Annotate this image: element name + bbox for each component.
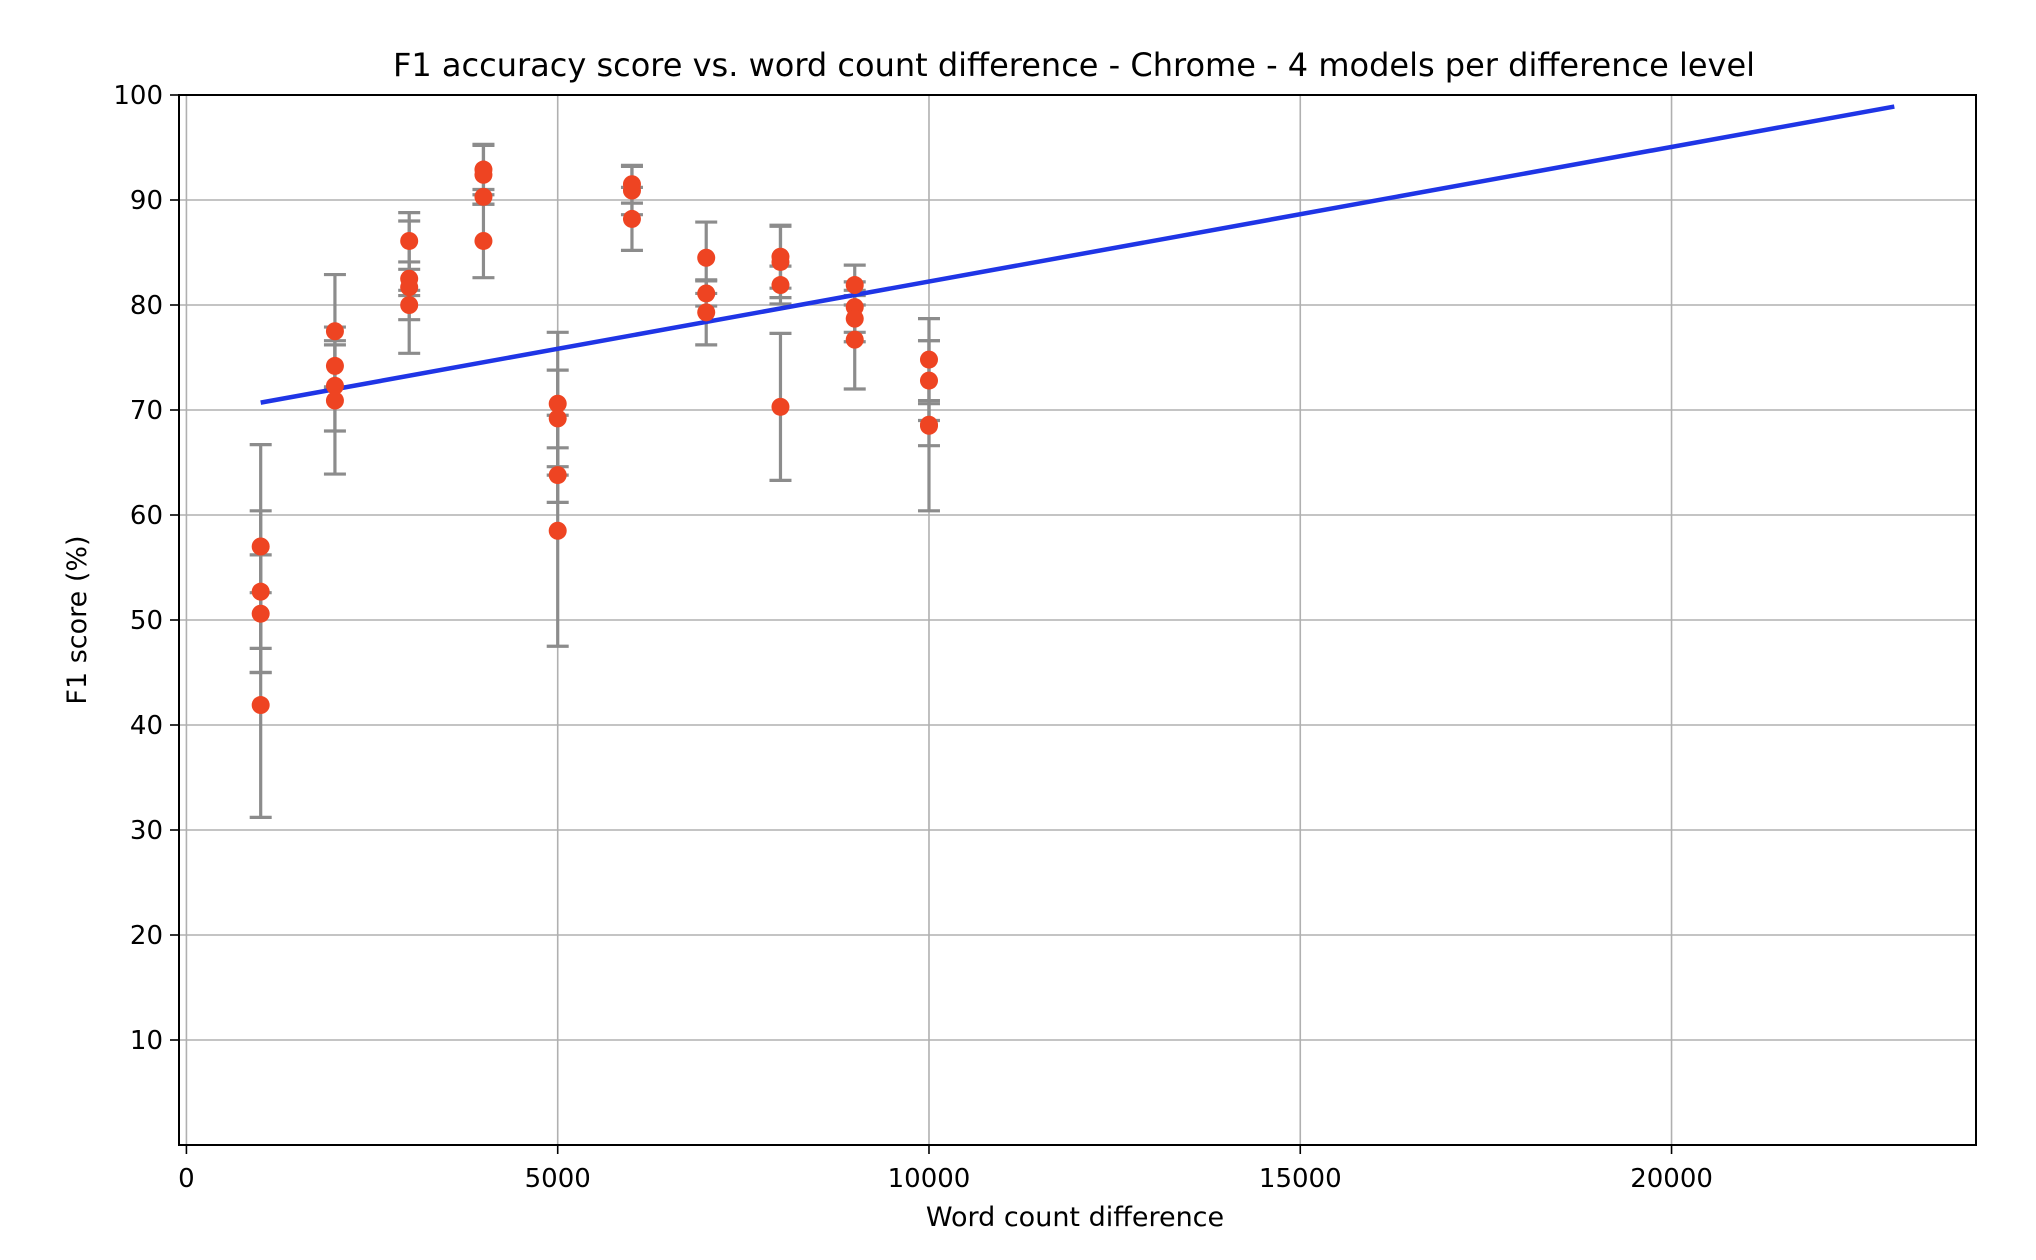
data-point: [548, 394, 567, 413]
data-point: [845, 276, 864, 295]
data-point: [474, 187, 493, 206]
data-point: [919, 415, 938, 434]
data-point: [771, 252, 790, 271]
trendline: [260, 104, 1895, 405]
data-point: [325, 356, 344, 375]
data-point: [622, 209, 641, 228]
y-tick-label: 100: [113, 81, 163, 111]
data-point: [251, 604, 270, 623]
data-point: [845, 309, 864, 328]
data-point: [251, 582, 270, 601]
trendline-layer: [260, 104, 1895, 405]
x-axis-label: Word count difference: [926, 1202, 1224, 1233]
data-point: [325, 322, 344, 341]
data-point: [325, 376, 344, 395]
data-point: [400, 231, 419, 250]
y-tick-label: 10: [130, 1026, 163, 1056]
data-point: [251, 696, 270, 715]
data-point: [474, 231, 493, 250]
data-point: [251, 537, 270, 556]
y-tick-label: 30: [130, 816, 163, 846]
data-point: [697, 303, 716, 322]
grid-lines: [179, 94, 1976, 1145]
y-axis-ticks: 10 20 30 40 50 60 70 80 90 100: [113, 81, 179, 1056]
error-bars: [249, 142, 940, 820]
y-axis-label: F1 score (%): [62, 535, 93, 704]
data-point: [548, 466, 567, 485]
x-axis-ticks: 0 5000 10000 15000 20000: [178, 1145, 1713, 1194]
x-tick-label: 5000: [525, 1164, 591, 1194]
data-point: [697, 248, 716, 267]
data-point: [400, 278, 419, 297]
data-point: [697, 284, 716, 303]
data-point: [548, 521, 567, 540]
y-tick-label: 80: [130, 291, 163, 321]
x-tick-label: 15000: [1259, 1164, 1342, 1194]
x-tick-label: 10000: [888, 1164, 971, 1194]
x-tick-label: 20000: [1630, 1164, 1713, 1194]
y-tick-label: 60: [130, 501, 163, 531]
y-tick-label: 90: [130, 186, 163, 216]
data-point: [919, 350, 938, 369]
data-point: [400, 296, 419, 314]
chart-title: F1 accuracy score vs. word count differe…: [393, 46, 1755, 84]
data-point: [771, 397, 790, 416]
data-point: [771, 276, 790, 295]
y-tick-label: 50: [130, 606, 163, 636]
data-point: [845, 330, 864, 349]
x-tick-label: 0: [178, 1164, 195, 1194]
y-tick-label: 70: [130, 396, 163, 426]
data-point: [622, 181, 641, 200]
y-tick-label: 40: [130, 711, 163, 741]
data-points: [251, 160, 938, 715]
data-point: [919, 371, 938, 390]
data-point: [325, 391, 344, 410]
data-point: [474, 165, 493, 184]
data-point: [548, 409, 567, 428]
y-tick-label: 20: [130, 921, 163, 951]
